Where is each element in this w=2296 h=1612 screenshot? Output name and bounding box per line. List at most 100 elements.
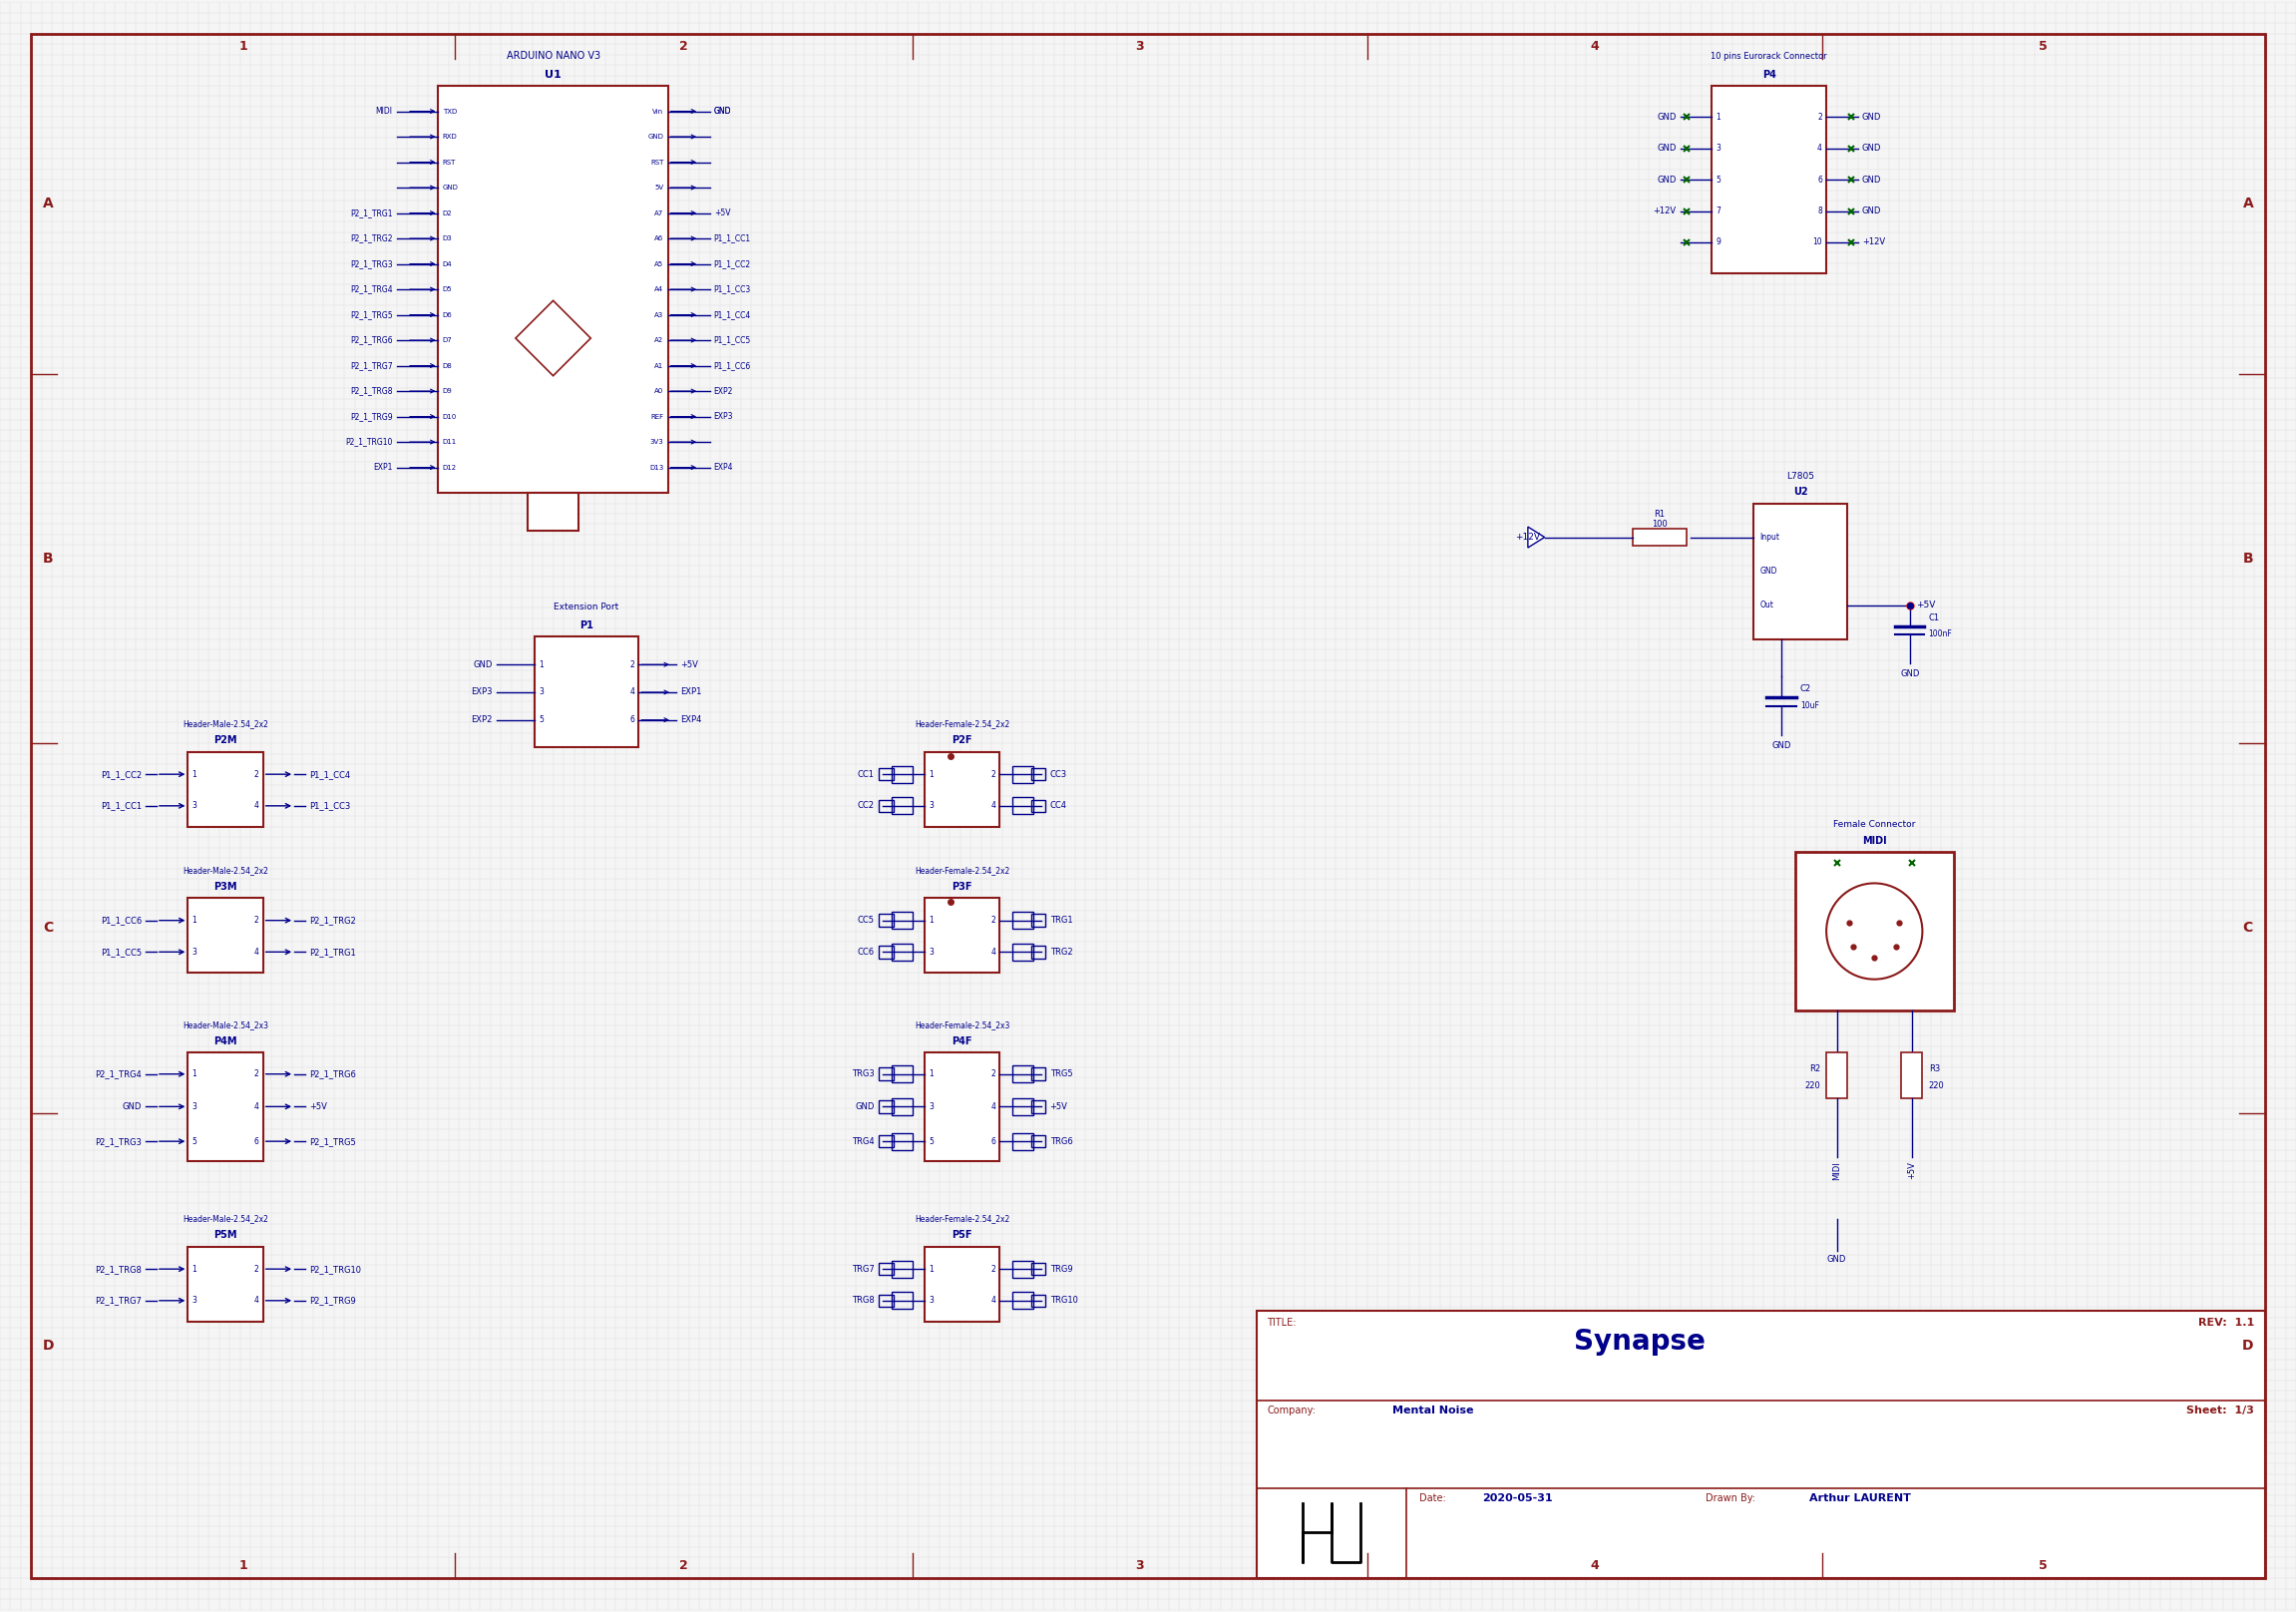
Text: C2: C2 xyxy=(1800,685,1812,693)
Bar xyxy=(1031,946,1045,958)
Text: +5V: +5V xyxy=(680,659,698,669)
Text: 1: 1 xyxy=(239,40,248,53)
Text: CC1: CC1 xyxy=(859,771,875,779)
Text: MIDI: MIDI xyxy=(377,106,393,116)
Bar xyxy=(188,1053,264,1161)
Bar xyxy=(535,637,638,748)
Text: Vin: Vin xyxy=(652,108,664,114)
Text: P2_1_TRG4: P2_1_TRG4 xyxy=(96,1069,142,1078)
Text: Header-Female-2.54_2x2: Header-Female-2.54_2x2 xyxy=(914,1214,1010,1224)
Bar xyxy=(439,85,668,493)
Text: TRG6: TRG6 xyxy=(1049,1136,1072,1146)
Text: P2_1_TRG3: P2_1_TRG3 xyxy=(94,1136,142,1146)
Text: Header-Female-2.54_2x3: Header-Female-2.54_2x3 xyxy=(914,1020,1010,1030)
Text: +5V: +5V xyxy=(1049,1103,1068,1111)
Text: 5: 5 xyxy=(1715,176,1720,184)
Text: EXP3: EXP3 xyxy=(471,688,494,696)
Text: GND: GND xyxy=(1862,143,1880,153)
Text: 4: 4 xyxy=(1818,143,1823,153)
Text: GND: GND xyxy=(1658,143,1676,153)
Text: P2_1_TRG9: P2_1_TRG9 xyxy=(349,413,393,421)
Bar xyxy=(1901,1053,1922,1098)
Text: GND: GND xyxy=(1759,567,1777,575)
Text: MIDI: MIDI xyxy=(1862,835,1887,846)
Text: 3: 3 xyxy=(930,948,934,956)
Text: P2_1_TRG5: P2_1_TRG5 xyxy=(349,310,393,319)
Text: P2_1_TRG10: P2_1_TRG10 xyxy=(310,1264,360,1273)
Text: 3: 3 xyxy=(193,801,197,811)
Text: CC3: CC3 xyxy=(1049,771,1068,779)
Bar xyxy=(1031,1262,1045,1275)
Bar xyxy=(528,493,579,530)
Text: R3: R3 xyxy=(1929,1064,1940,1074)
Text: P1_1_CC5: P1_1_CC5 xyxy=(714,335,751,345)
Text: P2_1_TRG2: P2_1_TRG2 xyxy=(310,916,356,925)
Text: 1: 1 xyxy=(930,916,934,925)
Text: P2_1_TRG4: P2_1_TRG4 xyxy=(349,285,393,293)
Text: GND: GND xyxy=(1828,1254,1846,1264)
Text: P1_1_CC2: P1_1_CC2 xyxy=(714,260,751,268)
Bar xyxy=(925,1246,999,1322)
Bar xyxy=(1013,798,1033,814)
Bar xyxy=(891,1133,912,1149)
Text: CC5: CC5 xyxy=(859,916,875,925)
Text: +12V: +12V xyxy=(1862,239,1885,247)
Text: 4: 4 xyxy=(255,1103,259,1111)
Bar xyxy=(188,751,264,827)
Text: P1: P1 xyxy=(579,621,592,630)
Text: P4F: P4F xyxy=(953,1037,974,1046)
Text: TRG10: TRG10 xyxy=(1049,1296,1077,1306)
Text: 3: 3 xyxy=(540,688,544,696)
Text: 6: 6 xyxy=(629,716,634,724)
Text: P2_1_TRG5: P2_1_TRG5 xyxy=(310,1136,356,1146)
Text: 3: 3 xyxy=(193,1296,197,1306)
Bar xyxy=(879,767,893,780)
Bar xyxy=(879,800,893,812)
Text: TRG8: TRG8 xyxy=(852,1296,875,1306)
Bar xyxy=(1031,1135,1045,1148)
Text: +5V: +5V xyxy=(714,208,730,218)
Text: P1_1_CC3: P1_1_CC3 xyxy=(714,285,751,293)
Text: P2_1_TRG8: P2_1_TRG8 xyxy=(94,1264,142,1273)
Text: 3: 3 xyxy=(930,801,934,811)
Text: 3: 3 xyxy=(930,1103,934,1111)
Text: P2_1_TRG8: P2_1_TRG8 xyxy=(349,387,393,395)
Text: A0: A0 xyxy=(654,388,664,393)
Bar xyxy=(1031,1101,1045,1112)
Bar xyxy=(891,798,912,814)
Text: P2_1_TRG3: P2_1_TRG3 xyxy=(349,260,393,268)
Text: TITLE:: TITLE: xyxy=(1267,1317,1297,1327)
Text: 2: 2 xyxy=(255,771,259,779)
Text: RST: RST xyxy=(650,160,664,164)
Text: Header-Male-2.54_2x2: Header-Male-2.54_2x2 xyxy=(184,1214,269,1224)
Text: 8: 8 xyxy=(1818,206,1823,216)
Text: 10 pins Eurorack Connector: 10 pins Eurorack Connector xyxy=(1711,52,1828,61)
Bar xyxy=(1031,800,1045,812)
Bar xyxy=(1825,1053,1848,1098)
Text: 2: 2 xyxy=(992,1264,996,1273)
Text: 4: 4 xyxy=(992,948,996,956)
Text: P1_1_CC5: P1_1_CC5 xyxy=(101,948,142,956)
Text: A7: A7 xyxy=(654,210,664,216)
Text: A6: A6 xyxy=(654,235,664,242)
Text: 3: 3 xyxy=(1715,143,1720,153)
Text: A: A xyxy=(2243,197,2252,211)
Text: Header-Male-2.54_2x3: Header-Male-2.54_2x3 xyxy=(184,1020,269,1030)
Text: D9: D9 xyxy=(443,388,452,393)
Bar xyxy=(879,914,893,927)
Text: GND: GND xyxy=(1862,176,1880,184)
Text: 2: 2 xyxy=(992,916,996,925)
Text: GND: GND xyxy=(1658,176,1676,184)
Text: A2: A2 xyxy=(654,337,664,343)
Text: 1: 1 xyxy=(193,1264,197,1273)
Text: Out: Out xyxy=(1759,601,1773,609)
Bar xyxy=(891,1293,912,1309)
Text: GND: GND xyxy=(1862,206,1880,216)
Text: D13: D13 xyxy=(650,464,664,471)
Text: 3: 3 xyxy=(193,948,197,956)
Bar xyxy=(1754,503,1848,638)
Bar xyxy=(891,912,912,929)
Text: Mental Noise: Mental Noise xyxy=(1391,1406,1474,1415)
Text: 5: 5 xyxy=(930,1136,934,1146)
Bar xyxy=(1013,943,1033,961)
